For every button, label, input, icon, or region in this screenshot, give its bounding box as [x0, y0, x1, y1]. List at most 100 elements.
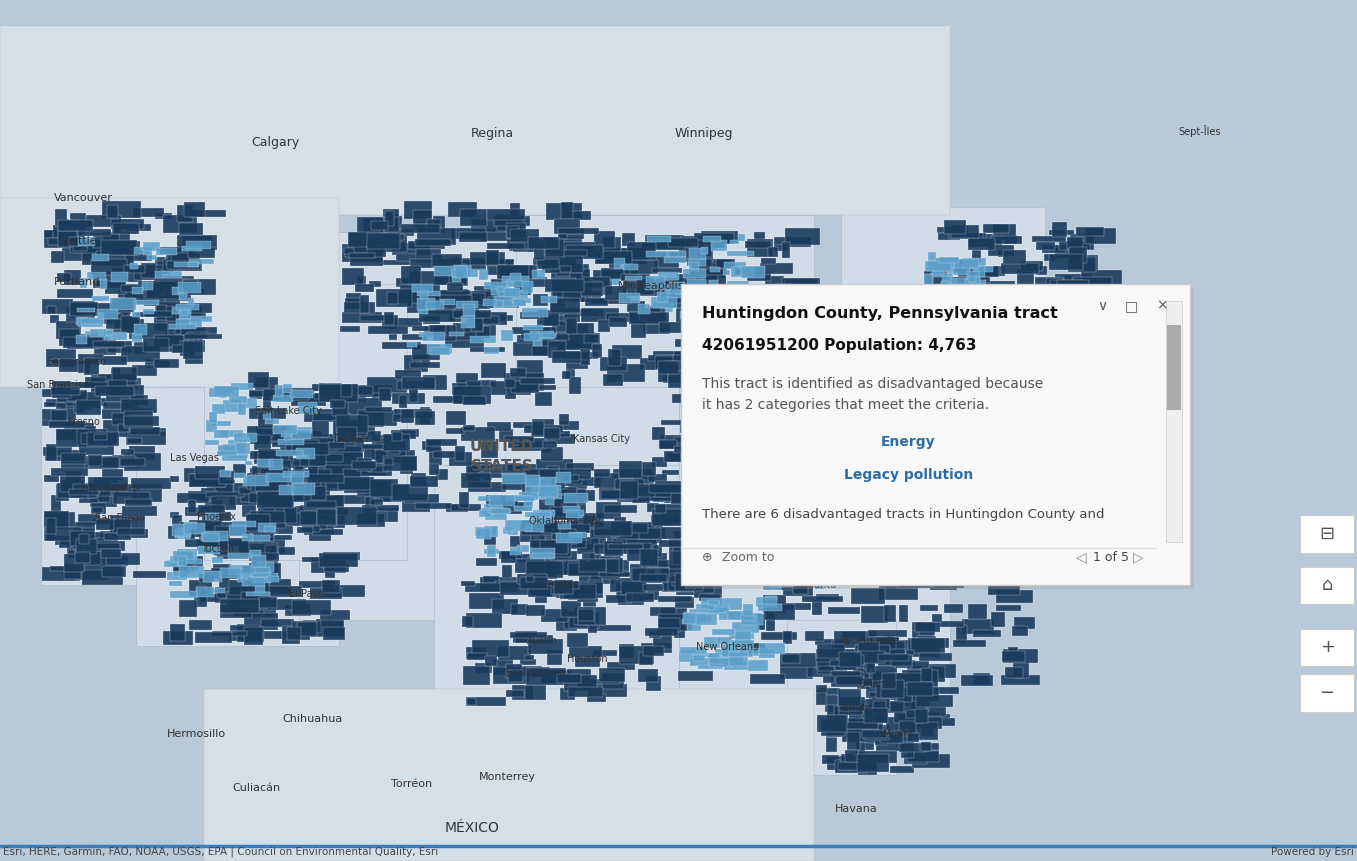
Bar — [513, 684, 533, 700]
Bar — [79, 237, 95, 246]
Bar — [973, 673, 991, 685]
Bar — [280, 451, 293, 465]
Bar — [486, 259, 514, 265]
Bar — [955, 625, 968, 642]
Bar — [1034, 460, 1048, 467]
Bar — [251, 554, 266, 567]
Bar — [974, 507, 988, 521]
Bar — [102, 469, 123, 480]
Bar — [312, 421, 328, 437]
Bar — [46, 349, 76, 367]
Bar — [338, 477, 373, 490]
Bar — [870, 339, 908, 354]
Bar — [992, 385, 1019, 394]
Bar — [689, 609, 708, 613]
Bar — [132, 288, 142, 294]
Bar — [1075, 475, 1115, 485]
Bar — [711, 239, 727, 251]
Text: Cincinnati: Cincinnati — [841, 458, 890, 468]
Bar — [1073, 412, 1099, 424]
Bar — [968, 238, 995, 251]
Bar — [103, 561, 122, 579]
Bar — [624, 260, 638, 266]
Bar — [783, 531, 820, 548]
Bar — [111, 332, 126, 340]
Bar — [179, 223, 204, 235]
Bar — [925, 471, 947, 478]
Bar — [835, 392, 862, 401]
Bar — [745, 406, 765, 412]
Bar — [932, 499, 953, 514]
Bar — [163, 215, 198, 232]
Bar — [1083, 302, 1120, 314]
Bar — [741, 613, 764, 624]
Bar — [825, 466, 849, 473]
Bar — [820, 525, 841, 536]
Bar — [912, 686, 936, 697]
Bar — [917, 706, 946, 716]
Bar — [56, 208, 66, 226]
Bar — [220, 469, 231, 477]
Bar — [934, 307, 951, 315]
Bar — [875, 732, 887, 745]
Bar — [275, 385, 282, 397]
Bar — [1064, 455, 1077, 465]
Bar — [662, 579, 696, 592]
Bar — [495, 581, 533, 588]
Bar — [502, 473, 527, 484]
Bar — [1068, 355, 1086, 372]
Bar — [972, 559, 981, 566]
Bar — [277, 393, 297, 400]
Bar — [981, 362, 1016, 369]
Bar — [453, 310, 491, 318]
Bar — [475, 286, 495, 303]
Bar — [1053, 377, 1080, 387]
Bar — [307, 474, 343, 483]
Bar — [451, 311, 467, 318]
Bar — [600, 556, 620, 567]
Bar — [96, 280, 104, 287]
Bar — [820, 387, 830, 394]
Bar — [1073, 255, 1098, 271]
Bar — [1076, 486, 1103, 498]
Bar — [615, 479, 645, 489]
Bar — [726, 287, 740, 291]
Bar — [522, 480, 543, 486]
Bar — [906, 709, 927, 718]
Bar — [503, 527, 512, 534]
Bar — [1025, 366, 1050, 378]
Bar — [913, 449, 923, 458]
Bar — [925, 291, 935, 302]
Bar — [90, 329, 107, 337]
Bar — [235, 474, 244, 479]
Bar — [419, 332, 433, 337]
Bar — [368, 233, 400, 249]
Bar — [816, 684, 828, 693]
Bar — [133, 571, 166, 578]
Bar — [103, 555, 113, 573]
Bar — [1027, 300, 1041, 316]
Bar — [856, 742, 864, 759]
Bar — [809, 579, 832, 585]
Bar — [976, 281, 1015, 294]
Bar — [430, 347, 449, 355]
Bar — [346, 298, 364, 308]
Bar — [790, 511, 803, 522]
Bar — [674, 597, 693, 608]
Bar — [248, 517, 278, 533]
Bar — [692, 542, 708, 554]
Bar — [360, 412, 384, 427]
Bar — [539, 469, 559, 478]
Bar — [294, 467, 304, 484]
Bar — [479, 472, 502, 478]
Bar — [867, 392, 881, 401]
Bar — [685, 325, 704, 343]
Bar — [513, 343, 548, 356]
Bar — [369, 479, 398, 497]
Bar — [84, 331, 98, 335]
Bar — [839, 756, 867, 763]
Bar — [604, 541, 623, 556]
Bar — [978, 443, 991, 449]
Bar — [132, 484, 163, 502]
Bar — [567, 633, 588, 647]
